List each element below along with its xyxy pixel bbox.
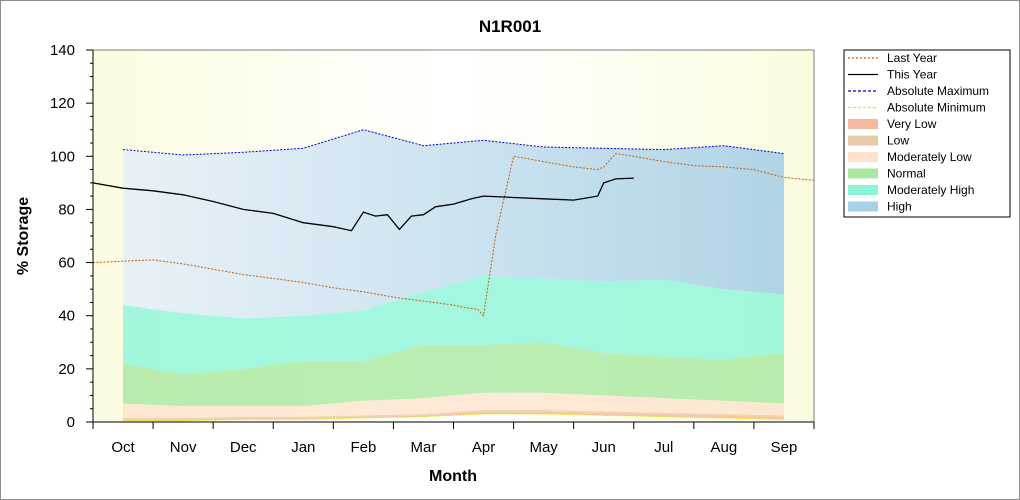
band-very-low: [123, 411, 784, 421]
series-this-year: [92, 177, 634, 232]
legend-label: Absolute Maximum: [887, 84, 989, 98]
y-tick-label: 80: [58, 201, 75, 218]
chart-title: N1R001: [479, 17, 541, 36]
series-last-year: [92, 153, 815, 317]
y-tick-label: 100: [50, 148, 75, 165]
legend-label: This Year: [887, 68, 937, 82]
legend-label: Absolute Minimum: [887, 101, 986, 115]
x-tick-label: Aug: [711, 439, 738, 456]
band-moderately-low: [123, 392, 784, 418]
legend-swatch: [848, 168, 878, 179]
x-tick-label: Jan: [291, 439, 315, 456]
series-absolute-minimum: [123, 413, 785, 422]
band-moderately-high: [123, 275, 784, 375]
x-tick-label: Apr: [472, 439, 495, 456]
x-tick-label: Mar: [411, 439, 437, 456]
legend-label: Moderately High: [887, 183, 974, 197]
band-high: [123, 129, 784, 319]
y-tick-label: 60: [58, 255, 75, 272]
x-tick-label: Dec: [230, 439, 257, 456]
legend-item-very-low: Very Low: [848, 117, 937, 131]
legend-item-normal: Normal: [848, 167, 926, 181]
legend-label: Last Year: [887, 51, 937, 65]
series-absolute-maximum: [122, 129, 785, 156]
legend-swatch: [848, 135, 878, 146]
legend-swatch: [848, 201, 878, 212]
band-normal: [123, 342, 784, 407]
y-tick-label: 140: [50, 42, 75, 59]
y-tick-label: 0: [67, 414, 75, 431]
legend-item-high: High: [848, 200, 912, 214]
legend-label: Very Low: [887, 117, 937, 131]
legend-label: High: [887, 200, 912, 214]
y-tick-label: 40: [58, 308, 75, 325]
legend-item-this-year: This Year: [848, 68, 937, 82]
x-tick-label: Sep: [771, 439, 798, 456]
x-tick-label: Nov: [170, 439, 197, 456]
y-axis-label: % Storage: [15, 197, 32, 275]
x-tick-label: Jun: [592, 439, 616, 456]
y-tick-label: 20: [58, 361, 75, 378]
axes-layer: 0 20 40 60 80 100 120 140 Oct Nov Dec Jan Feb Mar Apr M…: [50, 42, 815, 456]
legend-item-absolute-minimum: Absolute Minimum: [848, 101, 986, 115]
x-tick-label: May: [529, 439, 558, 456]
legend-item-moderately-low: Moderately Low: [848, 150, 972, 164]
legend-swatch: [848, 152, 878, 162]
legend-item-low: Low: [848, 134, 909, 148]
legend-swatch: [848, 185, 878, 195]
legend-item-absolute-maximum: Absolute Maximum: [848, 84, 989, 98]
legend-item-last-year: Last Year: [848, 51, 937, 65]
bands-layer: [123, 129, 784, 421]
legend-label: Low: [887, 134, 909, 148]
series-layer: [92, 129, 815, 422]
x-tick-label: Oct: [111, 439, 135, 456]
legend-item-moderately-high: Moderately High: [848, 183, 974, 197]
x-axis-label: Month: [429, 468, 477, 485]
band-low: [123, 410, 784, 420]
legend-label: Moderately Low: [887, 150, 972, 164]
x-tick-label: Feb: [350, 439, 376, 456]
x-tick-label: Jul: [654, 439, 673, 456]
legend-swatch: [848, 119, 878, 129]
legend-label: Normal: [887, 167, 926, 181]
legend: Last Year This Year Absolute Maximum Absolu…: [843, 49, 1011, 218]
y-tick-label: 120: [50, 95, 75, 112]
